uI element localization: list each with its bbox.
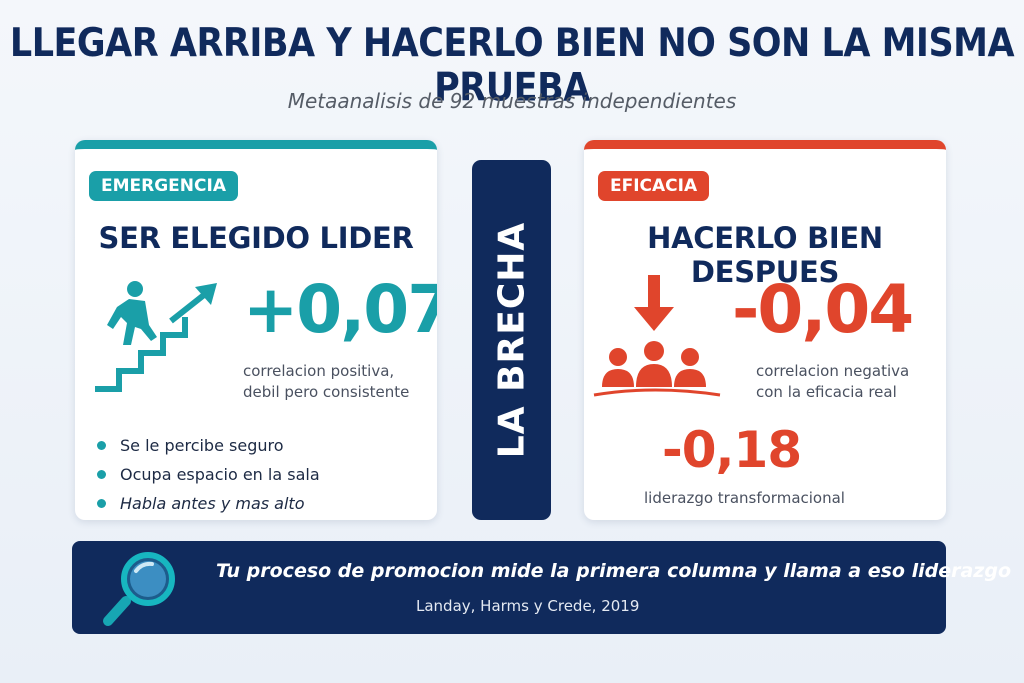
bullet-dot-icon <box>97 499 106 508</box>
emergence-desc-line-1: correlacion positiva, <box>243 362 395 380</box>
bottom-banner: Tu proceso de promocion mide la primera … <box>72 541 1011 634</box>
efficacy-card: EFICACIA HACERLO BIEN DESPUES -0,04 corr… <box>584 140 946 520</box>
efficacy-desc-line-2: con la eficacia real <box>756 383 897 401</box>
list-item-text: Habla antes y mas alto <box>120 493 305 513</box>
efficacy-value: -0,04 <box>732 271 914 348</box>
efficacy-description: correlacion negativa con la eficacia rea… <box>756 361 909 403</box>
banner-citation: Landay, Harms y Crede, 2019 <box>416 597 640 615</box>
gap-divider: LA BRECHA <box>472 160 551 520</box>
bullet-dot-icon <box>97 470 106 479</box>
stairs-climb-icon <box>95 281 217 392</box>
efficacy-desc-line-1: correlacion negativa <box>756 362 910 380</box>
page-title: LLEGAR ARRIBA Y HACERLO BIEN NO SON LA M… <box>9 21 1015 111</box>
list-item: Ocupa espacio en la sala <box>97 460 320 489</box>
emergence-card: EMERGENCIA SER ELEGIDO LIDER +0,07 corre… <box>75 140 437 520</box>
emergence-description: correlacion positiva, debil pero consist… <box>243 361 409 403</box>
emergence-value: +0,07 <box>243 271 437 348</box>
emergence-tag: EMERGENCIA <box>89 171 238 201</box>
transformational-value: -0,18 <box>662 421 802 479</box>
team-down-arrow-icon <box>593 275 721 397</box>
list-item: Se le percibe seguro <box>97 431 320 460</box>
bullet-dot-icon <box>97 441 106 450</box>
transformational-description: liderazgo transformacional <box>644 489 845 507</box>
list-item-text: Se le percibe seguro <box>120 435 284 455</box>
page-subtitle: Metaanalisis de 92 muestras independient… <box>287 89 737 113</box>
emergence-heading: SER ELEGIDO LIDER <box>98 221 414 255</box>
efficacy-heading: HACERLO BIEN DESPUES <box>647 221 883 289</box>
list-item: Habla antes y mas alto <box>97 489 320 518</box>
emergence-bullet-list: Se le percibe seguro Ocupa espacio en la… <box>97 431 320 518</box>
gap-label: LA BRECHA <box>491 221 532 459</box>
emergence-desc-line-2: debil pero consistente <box>243 383 410 401</box>
list-item-text: Ocupa espacio en la sala <box>120 464 320 484</box>
banner-quote: Tu proceso de promocion mide la primera … <box>216 560 1011 582</box>
efficacy-tag: EFICACIA <box>598 171 710 201</box>
magnifier-icon <box>103 552 175 626</box>
